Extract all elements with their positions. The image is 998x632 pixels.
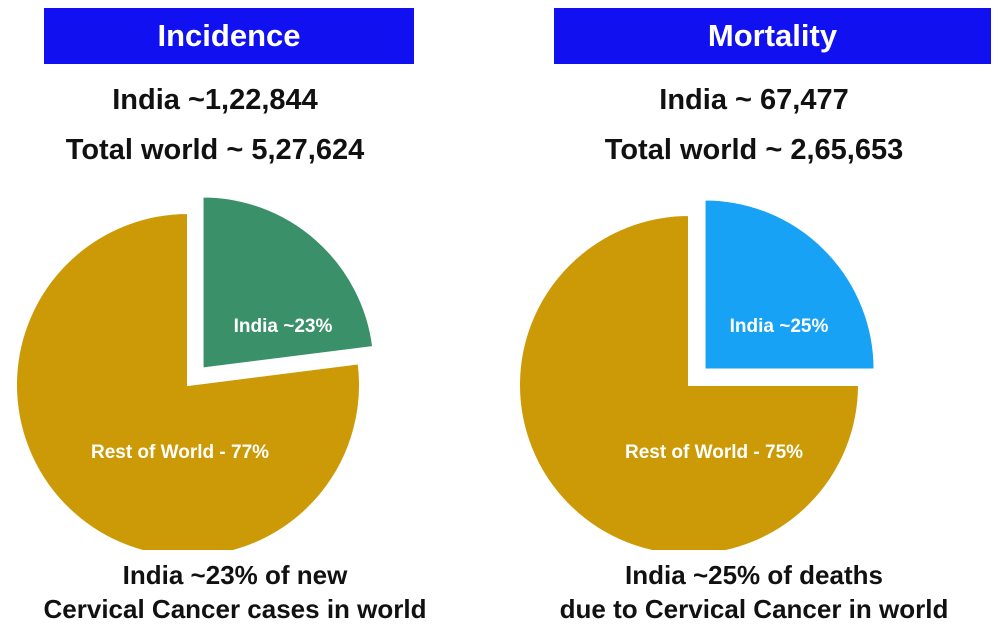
mortality-header: Mortality <box>554 8 991 64</box>
mortality-panel: Mortality India ~ 67,477 Total world ~ 2… <box>499 0 998 632</box>
incidence-caption-line1: India ~23% of new <box>122 560 348 590</box>
mortality-pie-chart: India ~25% Rest of World - 75% <box>518 198 876 550</box>
incidence-pie-chart: India ~23% Rest of World - 77% <box>15 195 375 550</box>
mortality-india-count: India ~ 67,477 <box>659 84 849 116</box>
pie-0-slice-0 <box>201 195 375 370</box>
pie-1-slice-0 <box>703 198 876 371</box>
pie-1-slice-1-label: Rest of World - 75% <box>625 442 803 463</box>
pie-1-slice-1 <box>518 213 861 550</box>
incidence-caption-line2: Cervical Cancer cases in world <box>43 594 427 624</box>
mortality-caption-line2: due to Cervical Cancer in world <box>559 594 949 624</box>
pie-1-slice-0-label: India ~25% <box>730 316 829 337</box>
pie-0-slice-0-label: India ~23% <box>234 316 333 337</box>
incidence-india-count: India ~1,22,844 <box>112 84 318 116</box>
pie-0-slice-1-label: Rest of World - 77% <box>91 442 269 463</box>
incidence-panel: Incidence India ~1,22,844 Total world ~ … <box>15 8 427 624</box>
mortality-caption-line1: India ~25% of deaths <box>625 560 883 590</box>
incidence-world-count: Total world ~ 5,27,624 <box>65 134 365 166</box>
mortality-world-count: Total world ~ 2,65,653 <box>604 134 904 166</box>
incidence-header: Incidence <box>44 8 414 64</box>
pie-0-slice-1 <box>15 211 361 550</box>
